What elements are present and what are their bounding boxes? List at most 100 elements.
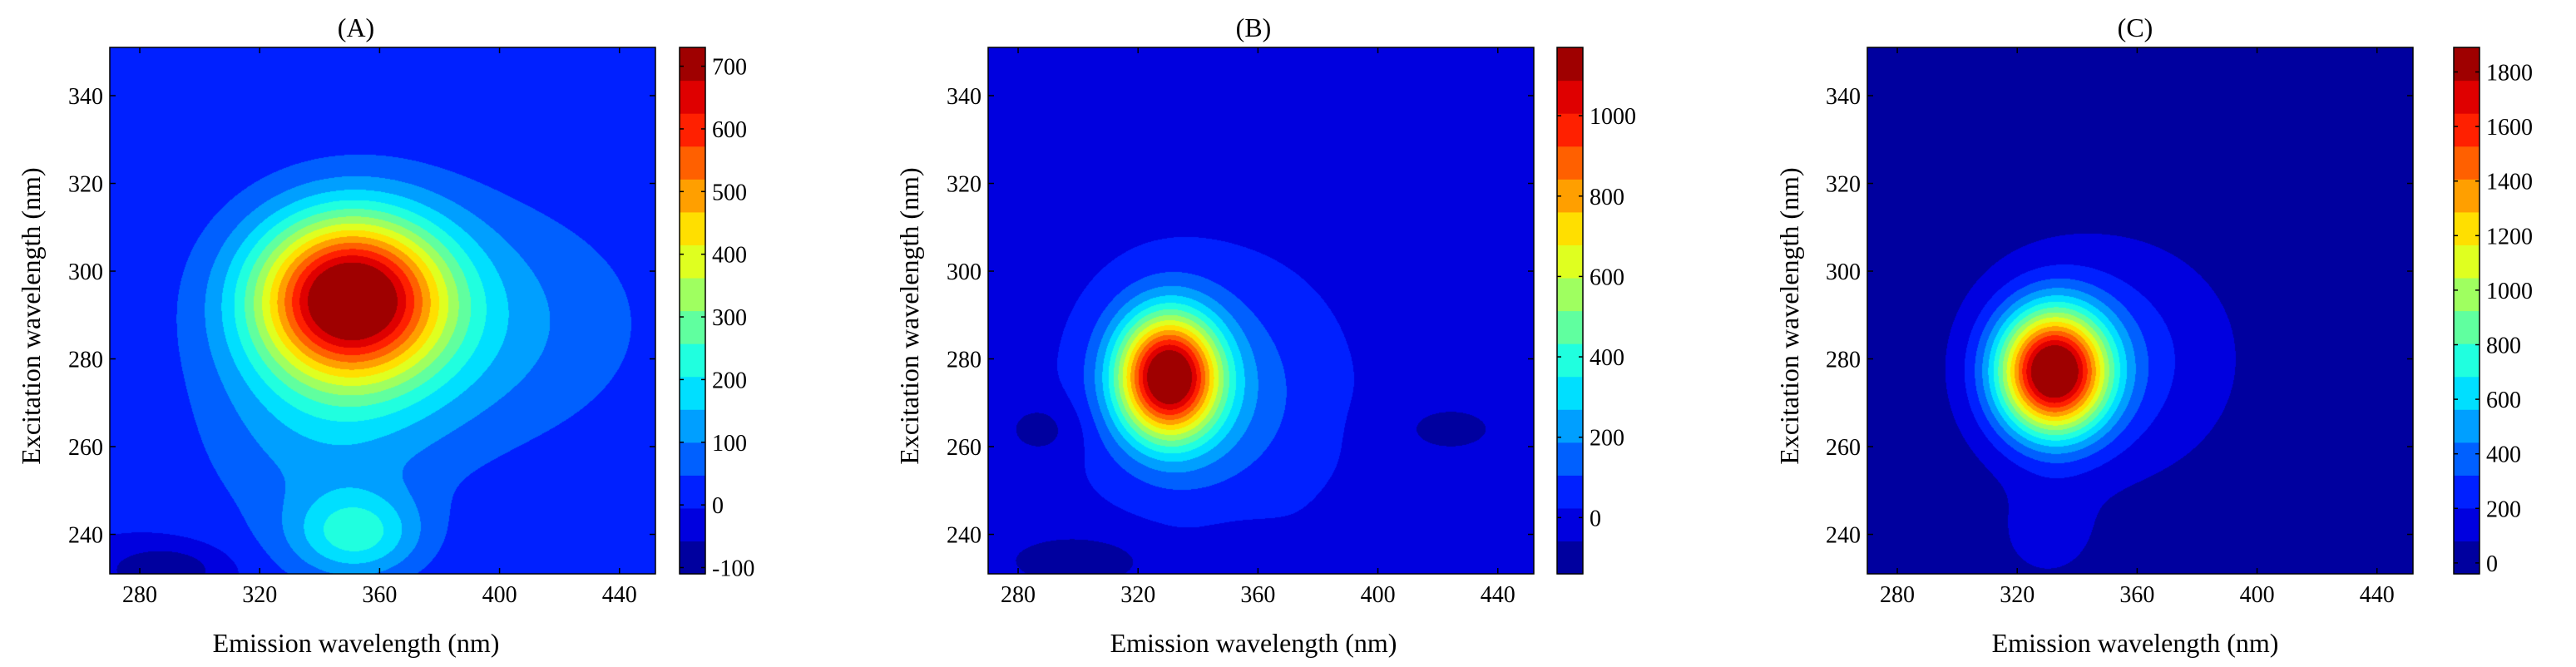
- colorbar-frame: [1556, 47, 1584, 575]
- colorbar-segment: [2454, 47, 2480, 82]
- colorbar-segment: [2454, 245, 2480, 279]
- colorbar-tick-label: 100: [712, 431, 747, 457]
- panel-b: (B) 0 200 400 600 800 1000 280 320 360 400 440 24…: [894, 12, 1636, 658]
- panel-c-title: (C): [2118, 12, 2153, 42]
- colorbar-tick-label: 800: [1590, 185, 1624, 210]
- y-tick-label: 320: [68, 172, 103, 198]
- colorbar-segment: [1557, 113, 1583, 147]
- colorbar-segment: [1557, 343, 1583, 378]
- panel-b-x-axis-label: Emission wavelength (nm): [1110, 628, 1397, 658]
- panel-b-y-ticks: 240 260 280 300 320 340: [947, 84, 1534, 549]
- x-tick-label: 320: [2000, 582, 2035, 608]
- colorbar-frame: [2453, 47, 2480, 575]
- y-tick-label: 240: [68, 523, 103, 549]
- colorbar-segment: [1557, 376, 1583, 410]
- colorbar-segment: [680, 277, 705, 312]
- colorbar-segment: [2454, 211, 2480, 245]
- colorbar-segment: [2454, 80, 2480, 114]
- colorbar-tick-label: 1000: [2486, 279, 2533, 304]
- x-tick-label: 360: [1240, 582, 1275, 608]
- colorbar-segment: [680, 245, 705, 279]
- colorbar-segment: [2454, 343, 2480, 378]
- y-tick-label: 340: [947, 84, 981, 110]
- colorbar-segment: [1557, 146, 1583, 180]
- colorbar-segment: [680, 310, 705, 344]
- colorbar-segment: [680, 211, 705, 245]
- y-tick-label: 260: [947, 435, 981, 461]
- panel-c-y-ticks: 240 260 280 300 320 340: [1826, 84, 2413, 549]
- colorbar-tick-label: 800: [2486, 333, 2521, 358]
- colorbar-segment: [1557, 310, 1583, 344]
- colorbar-segment: [1557, 80, 1583, 114]
- panel-b-heatmap-image: [988, 47, 1534, 574]
- y-tick-label: 260: [1826, 435, 1861, 461]
- y-tick-label: 340: [1826, 84, 1861, 110]
- y-tick-label: 300: [1826, 259, 1861, 285]
- colorbar-tick-label: 400: [2486, 442, 2521, 468]
- panel-c-plot: [1866, 47, 2414, 575]
- colorbar-segment: [2454, 376, 2480, 410]
- y-tick-label: 320: [947, 172, 981, 198]
- panel-a-plot-frame: [109, 47, 656, 575]
- x-tick-label: 400: [2240, 582, 2275, 608]
- panel-b-plot-frame: [987, 47, 1535, 575]
- colorbar-tick-label: 1000: [1590, 104, 1636, 130]
- panel-a-x-axis-label: Emission wavelength (nm): [213, 628, 500, 658]
- colorbar-tick-label: 600: [712, 117, 747, 143]
- colorbar-tick-label: 400: [1590, 345, 1624, 371]
- colorbar-segment: [680, 475, 705, 509]
- colorbar-tick-label: -100: [712, 556, 754, 581]
- colorbar-segment: [1557, 541, 1583, 575]
- x-tick-label: 280: [1880, 582, 1915, 608]
- y-tick-label: 340: [68, 84, 103, 110]
- colorbar-segment: [680, 541, 705, 575]
- panel-c-x-ticks: 280 320 360 400 440: [1880, 47, 2395, 608]
- panel-c-x-axis-label: Emission wavelength (nm): [1992, 628, 2279, 658]
- x-tick-label: 440: [2360, 582, 2395, 608]
- panel-a-colorbar: -100 0 100 200 300 400 500 600 700: [679, 47, 754, 581]
- y-tick-label: 300: [68, 259, 103, 285]
- colorbar-segment: [2454, 277, 2480, 312]
- colorbar-segment: [1557, 245, 1583, 279]
- x-tick-label: 440: [602, 582, 637, 608]
- colorbar-segment: [1557, 47, 1583, 82]
- panel-c-y-axis-label: Excitation wavelength (nm): [1774, 167, 1804, 464]
- colorbar-tick-label: 200: [1590, 426, 1624, 452]
- colorbar-segment: [680, 343, 705, 378]
- x-tick-label: 320: [1120, 582, 1155, 608]
- colorbar-segment: [2454, 179, 2480, 213]
- panel-c-plot-frame: [1866, 47, 2414, 575]
- colorbar-segment: [680, 47, 705, 82]
- colorbar-segment: [1557, 179, 1583, 213]
- colorbar-tick-label: 200: [712, 368, 747, 393]
- colorbar-segment: [1557, 277, 1583, 312]
- colorbar-segment: [680, 146, 705, 180]
- panel-a-y-axis-label: Excitation wavelength (nm): [16, 167, 46, 464]
- colorbar-tick-label: 400: [712, 243, 747, 269]
- y-tick-label: 280: [68, 348, 103, 373]
- x-tick-label: 280: [1001, 582, 1036, 608]
- panel-b-plot: [987, 47, 1535, 575]
- y-tick-label: 240: [1826, 523, 1861, 549]
- colorbar-segment: [2454, 507, 2480, 542]
- panel-b-title: (B): [1236, 12, 1272, 42]
- panel-b-x-ticks: 280 320 360 400 440: [1001, 47, 1515, 608]
- x-tick-label: 280: [122, 582, 157, 608]
- colorbar-segment: [2454, 113, 2480, 147]
- colorbar-tick-label: 700: [712, 55, 747, 81]
- panel-c: (C) 0 200 400 600 800 1000 1200 1400 1600 1800 28…: [1774, 12, 2533, 658]
- x-tick-label: 400: [1361, 582, 1396, 608]
- colorbar-tick-label: 0: [712, 493, 724, 519]
- colorbar-tick-label: 1200: [2486, 224, 2533, 250]
- colorbar-segment: [2454, 409, 2480, 443]
- panel-c-heatmap-image: [1867, 47, 2413, 574]
- colorbar-tick-label: 500: [712, 180, 747, 205]
- panel-a: (A) -100 0 100 200 300 400 500 600 700 280 320 360…: [16, 12, 754, 658]
- x-tick-label: 360: [362, 582, 397, 608]
- panel-a-plot: [109, 47, 656, 575]
- y-tick-label: 320: [1826, 172, 1861, 198]
- colorbar-tick-label: 1600: [2486, 115, 2533, 141]
- colorbar-segment: [1557, 211, 1583, 245]
- y-tick-label: 260: [68, 435, 103, 461]
- colorbar-segment: [1557, 409, 1583, 443]
